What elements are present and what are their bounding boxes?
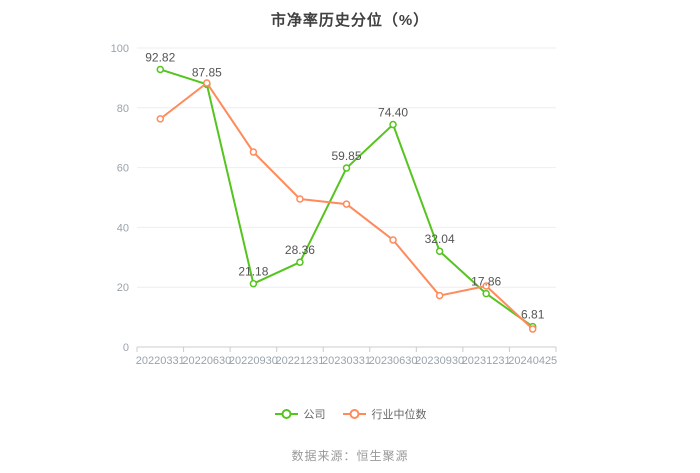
data-source: 数据来源：恒生聚源	[291, 449, 409, 463]
chart-title: 市净率历史分位（%）	[270, 12, 430, 29]
gridlines: 0 20 40 60 80 100	[111, 43, 556, 354]
data-point-marker	[482, 282, 490, 290]
x-axis-ticks	[136, 347, 557, 352]
data-point-marker	[389, 236, 397, 244]
x-axis-tick-label: 20221231	[275, 355, 324, 367]
x-axis-tick-label: 20231231	[462, 355, 511, 367]
data-point-label: 17.86	[471, 275, 501, 289]
x-axis-labels: 2022033120220630202209302022123120230331…	[136, 355, 557, 367]
data-point-marker	[342, 200, 351, 208]
data-point-label: 28.36	[285, 243, 315, 257]
data-point-marker	[249, 279, 258, 288]
data-point-marker	[389, 120, 397, 129]
x-axis-tick-label: 20220930	[229, 355, 278, 367]
data-point-marker	[435, 247, 444, 255]
data-point-marker	[249, 148, 258, 156]
line-marker-icon	[274, 409, 298, 419]
y-axis-tick-label: 80	[117, 103, 129, 115]
data-point-label: 74.40	[378, 106, 408, 120]
y-axis-tick-label: 100	[111, 43, 129, 55]
legend-item-label: 公司	[303, 409, 326, 421]
line-marker-icon	[342, 409, 366, 419]
data-point-marker	[296, 195, 304, 203]
data-point-marker	[296, 258, 304, 266]
data-point-marker	[482, 289, 490, 298]
series-行业中位数	[156, 79, 537, 333]
data-point-label: 32.04	[425, 232, 455, 246]
x-axis-tick-label: 20230331	[322, 355, 371, 367]
x-axis-tick-label: 20230630	[369, 355, 418, 367]
line-chart: 0 20 40 60 80 100 2022033120220630202209302022…	[111, 43, 558, 367]
x-axis-tick-label: 20220630	[182, 355, 231, 367]
data-point-label: 59.85	[331, 149, 361, 163]
y-axis-tick-label: 20	[117, 282, 129, 294]
data-point-label: 21.18	[238, 265, 268, 279]
data-point-marker	[203, 79, 211, 87]
data-point-marker	[156, 115, 165, 123]
x-axis-tick-label: 20240425	[508, 355, 557, 367]
data-point-marker	[435, 291, 444, 300]
data-point-label: 92.82	[145, 50, 175, 64]
legend-item-industry-median[interactable]: 行业中位数	[342, 406, 427, 422]
x-axis-tick-label: 20230930	[415, 355, 464, 367]
y-axis-tick-label: 40	[117, 222, 129, 234]
data-point-label: 6.81	[521, 308, 545, 322]
value-labels: 92.82 87.85 21.18 28.36 59.85 74.40 32.04 17.86…	[145, 50, 544, 321]
data-point-label: 87.85	[192, 65, 222, 79]
data-point-marker	[528, 325, 537, 333]
legend-item-company[interactable]: 公司	[274, 406, 326, 422]
y-axis-tick-label: 0	[123, 342, 129, 354]
chart-legend: 公司 行业中位数	[0, 406, 700, 422]
y-axis-tick-label: 60	[117, 163, 129, 175]
data-point-marker	[342, 164, 351, 172]
data-point-marker	[156, 65, 165, 74]
series-公司	[156, 65, 537, 331]
x-axis-tick-label: 20220331	[136, 355, 185, 367]
legend-item-label: 行业中位数	[371, 409, 427, 421]
